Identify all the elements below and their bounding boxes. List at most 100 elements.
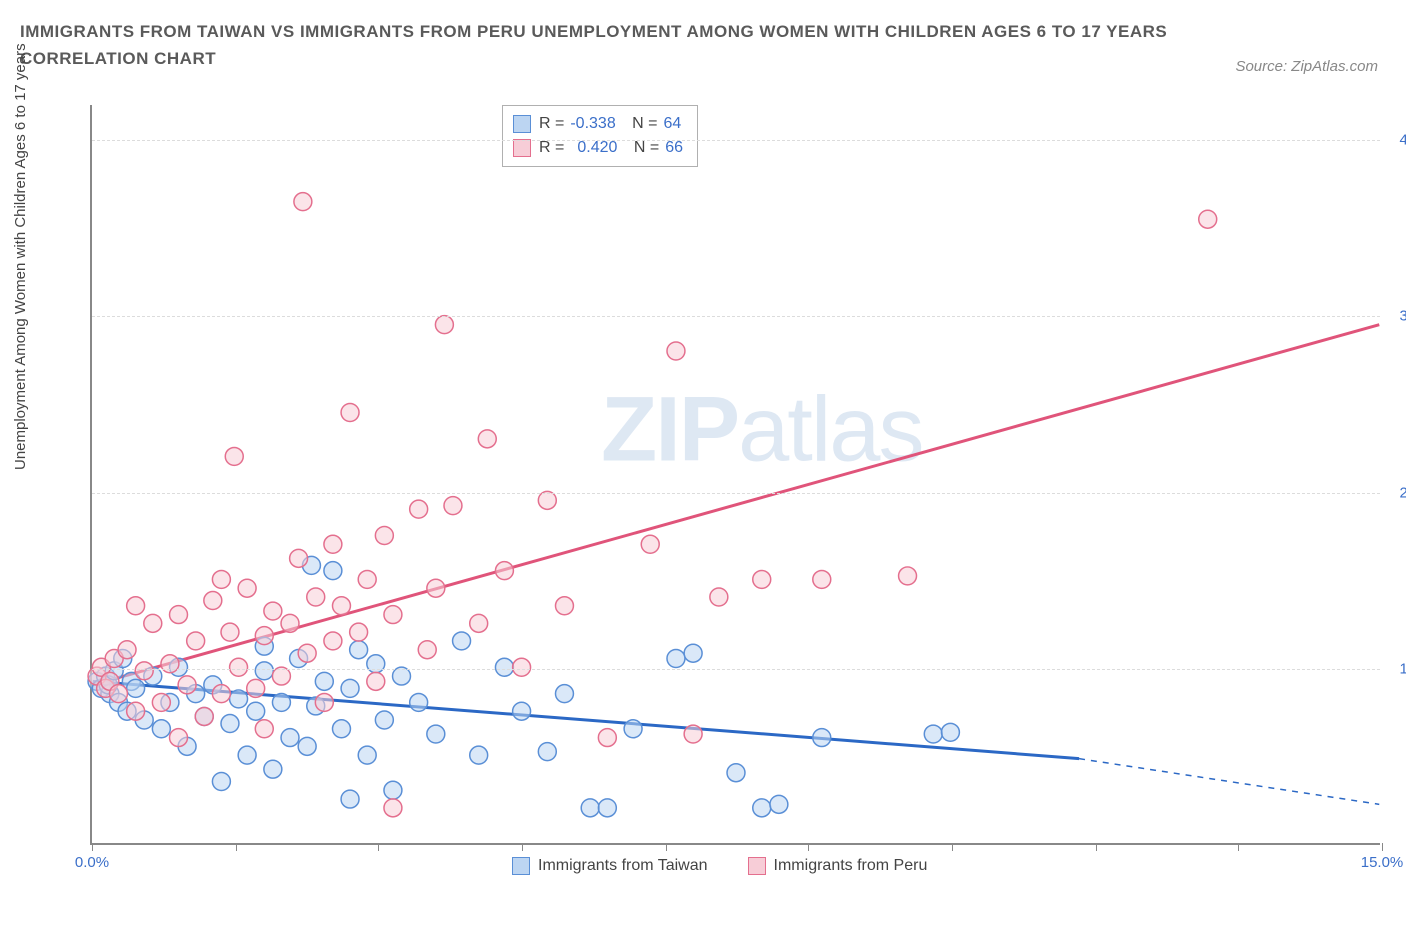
scatter-point-peru	[255, 720, 273, 738]
scatter-point-taiwan	[513, 702, 531, 720]
plot-region: ZIPatlas R = -0.338 N = 64 R = 0.420	[90, 105, 1380, 845]
scatter-point-peru	[598, 729, 616, 747]
scatter-point-taiwan	[264, 760, 282, 778]
gridline-y	[92, 316, 1380, 317]
scatter-point-taiwan	[315, 672, 333, 690]
scatter-point-peru	[212, 685, 230, 703]
legend-item-peru: Immigrants from Peru	[748, 857, 928, 875]
scatter-point-peru	[161, 655, 179, 673]
correlation-stats-legend: R = -0.338 N = 64 R = 0.420 N = 66	[502, 105, 698, 167]
scatter-point-peru	[324, 535, 342, 553]
scatter-point-taiwan	[453, 632, 471, 650]
scatter-point-peru	[264, 602, 282, 620]
scatter-point-taiwan	[624, 720, 642, 738]
scatter-point-taiwan	[332, 720, 350, 738]
x-tick	[666, 843, 667, 851]
scatter-points-layer	[92, 105, 1380, 843]
scatter-point-peru	[255, 627, 273, 645]
x-tick	[1096, 843, 1097, 851]
scatter-point-peru	[170, 729, 188, 747]
scatter-point-taiwan	[255, 662, 273, 680]
scatter-point-peru	[1199, 210, 1217, 228]
y-axis-label: Unemployment Among Women with Children A…	[12, 43, 29, 470]
legend-label-peru: Immigrants from Peru	[774, 857, 928, 875]
source-attribution: Source: ZipAtlas.com	[1235, 58, 1378, 75]
scatter-point-taiwan	[727, 764, 745, 782]
scatter-point-taiwan	[555, 685, 573, 703]
chart-header: IMMIGRANTS FROM TAIWAN VS IMMIGRANTS FRO…	[0, 0, 1406, 72]
chart-title-line1: IMMIGRANTS FROM TAIWAN VS IMMIGRANTS FRO…	[20, 18, 1386, 45]
scatter-point-peru	[225, 447, 243, 465]
swatch-peru	[513, 139, 531, 157]
scatter-point-taiwan	[924, 725, 942, 743]
scatter-point-peru	[495, 562, 513, 580]
scatter-point-peru	[641, 535, 659, 553]
x-tick	[378, 843, 379, 851]
gridline-y	[92, 493, 1380, 494]
scatter-point-peru	[212, 570, 230, 588]
scatter-point-peru	[435, 316, 453, 334]
x-tick-label: 0.0%	[75, 854, 109, 871]
scatter-point-taiwan	[350, 641, 368, 659]
scatter-point-taiwan	[247, 702, 265, 720]
scatter-point-peru	[332, 597, 350, 615]
scatter-point-taiwan	[367, 655, 385, 673]
scatter-point-taiwan	[470, 746, 488, 764]
scatter-point-peru	[384, 799, 402, 817]
scatter-point-taiwan	[941, 723, 959, 741]
scatter-point-taiwan	[324, 562, 342, 580]
scatter-point-peru	[315, 693, 333, 711]
scatter-point-peru	[753, 570, 771, 588]
scatter-point-taiwan	[341, 790, 359, 808]
scatter-point-taiwan	[598, 799, 616, 817]
scatter-point-peru	[899, 567, 917, 585]
legend-label-taiwan: Immigrants from Taiwan	[538, 857, 708, 875]
scatter-point-taiwan	[667, 650, 685, 668]
x-tick	[1382, 843, 1383, 851]
scatter-point-peru	[538, 491, 556, 509]
scatter-point-taiwan	[581, 799, 599, 817]
scatter-point-taiwan	[813, 729, 831, 747]
scatter-point-peru	[358, 570, 376, 588]
y-tick-label: 30.0%	[1399, 308, 1406, 325]
scatter-point-taiwan	[384, 781, 402, 799]
legend-swatch-taiwan	[512, 857, 530, 875]
scatter-point-taiwan	[127, 679, 145, 697]
scatter-point-taiwan	[298, 737, 316, 755]
scatter-point-peru	[710, 588, 728, 606]
y-tick-label: 40.0%	[1399, 132, 1406, 149]
chart-title-line2: CORRELATION CHART	[20, 45, 1386, 72]
scatter-point-taiwan	[427, 725, 445, 743]
scatter-point-peru	[187, 632, 205, 650]
scatter-point-peru	[478, 430, 496, 448]
scatter-point-peru	[350, 623, 368, 641]
scatter-point-peru	[178, 676, 196, 694]
gridline-y	[92, 669, 1380, 670]
scatter-point-taiwan	[753, 799, 771, 817]
scatter-point-taiwan	[281, 729, 299, 747]
scatter-point-peru	[195, 708, 213, 726]
x-tick	[1238, 843, 1239, 851]
scatter-point-peru	[238, 579, 256, 597]
scatter-point-peru	[221, 623, 239, 641]
stats-text-taiwan: R = -0.338 N = 64	[539, 112, 681, 136]
scatter-point-taiwan	[272, 693, 290, 711]
scatter-point-taiwan	[375, 711, 393, 729]
scatter-point-taiwan	[221, 715, 239, 733]
scatter-point-peru	[135, 662, 153, 680]
scatter-point-peru	[341, 404, 359, 422]
y-tick-label: 10.0%	[1399, 660, 1406, 677]
scatter-point-peru	[384, 606, 402, 624]
scatter-point-peru	[298, 644, 316, 662]
x-tick	[92, 843, 93, 851]
scatter-point-taiwan	[212, 773, 230, 791]
scatter-point-peru	[427, 579, 445, 597]
scatter-point-peru	[230, 658, 248, 676]
scatter-point-taiwan	[410, 693, 428, 711]
scatter-point-taiwan	[341, 679, 359, 697]
x-tick	[808, 843, 809, 851]
scatter-point-peru	[170, 606, 188, 624]
stats-row-taiwan: R = -0.338 N = 64	[513, 112, 683, 136]
scatter-point-peru	[470, 614, 488, 632]
x-tick	[522, 843, 523, 851]
